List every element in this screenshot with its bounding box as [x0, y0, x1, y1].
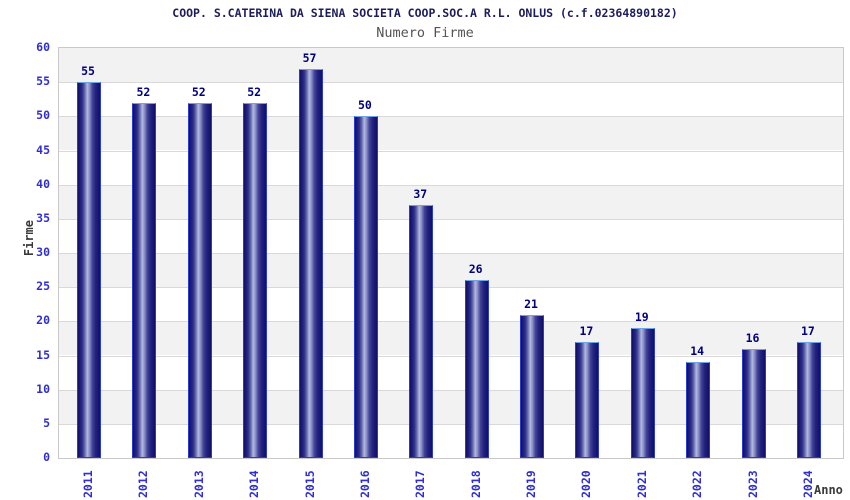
grid-band	[59, 321, 843, 356]
x-axis-title: Anno	[814, 483, 843, 497]
bar-value: 57	[302, 50, 317, 65]
gridline	[59, 355, 843, 357]
bar-value: 52	[191, 84, 206, 99]
y-tick-label: 55	[36, 74, 50, 89]
x-tick-label-2011: 2011	[81, 470, 95, 498]
bar-2017	[409, 205, 434, 458]
bar-value: 19	[634, 310, 649, 325]
bar-value: 50	[357, 98, 372, 113]
x-tick-label-2020: 2020	[579, 470, 594, 498]
bar-value: 17	[801, 323, 815, 338]
chart-title: COOP. S.CATERINA DA SIENA SOCIETA COOP.S…	[172, 6, 678, 20]
bar-2015	[298, 68, 323, 458]
grid-band	[59, 423, 843, 458]
chart-subtitle: Numero Firme	[376, 25, 474, 41]
bar-value: 14	[690, 344, 705, 359]
y-tick-label: 60	[36, 40, 50, 54]
y-tick-label: 0	[43, 450, 50, 464]
gridline	[59, 150, 843, 152]
y-tick-label: 30	[36, 245, 50, 259]
plot-area	[58, 47, 844, 459]
bar-2023	[741, 348, 766, 458]
x-tick-label-2016: 2016	[357, 470, 372, 498]
y-tick-label: 5	[43, 415, 50, 430]
y-tick-label: 25	[36, 279, 50, 294]
x-tick-label-2022: 2022	[690, 470, 705, 498]
x-tick-label-2014: 2014	[247, 470, 262, 498]
gridline	[59, 321, 843, 323]
y-tick-label: 35	[36, 210, 50, 225]
bar-value: 52	[136, 84, 151, 99]
grid-band	[59, 218, 843, 253]
grid-band	[59, 287, 843, 322]
bar-value: 26	[468, 262, 483, 277]
x-tick-label-2015: 2015	[302, 470, 317, 498]
bar-value: 17	[579, 323, 594, 338]
gridline	[59, 218, 843, 220]
bar-2014	[243, 102, 268, 458]
bar-2018	[464, 280, 489, 458]
x-tick-label-2019: 2019	[524, 470, 539, 498]
bar-value: 52	[247, 84, 262, 99]
x-tick-label-2013: 2013	[191, 470, 206, 498]
x-tick-label-2012: 2012	[136, 470, 151, 498]
grid-band	[59, 48, 843, 83]
y-tick-label: 15	[36, 347, 50, 362]
grid-band	[59, 253, 843, 288]
gridline	[59, 287, 843, 289]
bar-2011	[77, 82, 101, 458]
gridline	[59, 423, 843, 425]
gridline	[59, 82, 843, 84]
y-tick-label: 45	[36, 142, 50, 157]
bar-2022	[686, 362, 711, 458]
x-tick-label-2017: 2017	[413, 470, 428, 498]
x-tick-label-2018: 2018	[468, 470, 483, 498]
grid-band	[59, 389, 843, 424]
bar-value: 37	[413, 187, 428, 202]
gridline	[59, 253, 843, 254]
gridline	[59, 389, 843, 391]
bar-2016	[353, 116, 378, 458]
y-tick-label: 40	[36, 176, 50, 191]
grid-band	[59, 150, 843, 185]
grid-band	[59, 184, 843, 219]
x-tick-label-2023: 2023	[745, 470, 760, 498]
y-tick-label: 20	[36, 313, 50, 328]
bar-2013	[187, 102, 212, 458]
bar-value: 21	[524, 296, 538, 311]
grid-band	[59, 116, 843, 151]
bar-2024	[796, 341, 821, 458]
y-tick-label: 10	[36, 381, 50, 396]
y-tick-label: 50	[36, 108, 50, 123]
grid-band	[59, 355, 843, 390]
bar-2021	[630, 328, 655, 458]
gridline	[59, 184, 843, 186]
x-tick-label-2024: 2024	[800, 470, 815, 498]
bar-value: 55	[81, 64, 95, 79]
bar-value: 16	[745, 330, 760, 345]
bar-2019	[520, 314, 545, 458]
gridline	[59, 116, 843, 118]
bar-2012	[132, 102, 157, 458]
bar-2020	[575, 341, 600, 458]
x-tick-label-2021: 2021	[634, 470, 649, 498]
